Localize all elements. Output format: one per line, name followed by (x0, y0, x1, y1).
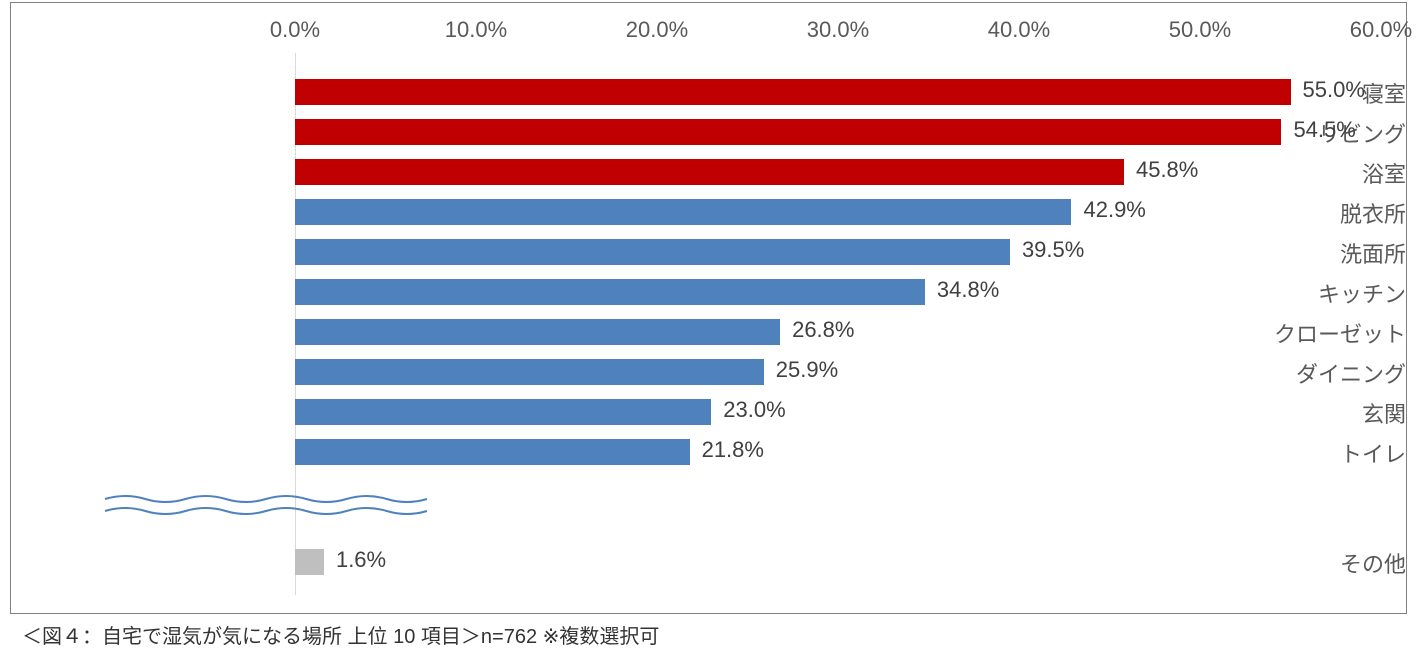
bar (295, 79, 1291, 105)
value-label: 45.8% (1136, 157, 1198, 183)
bar (295, 439, 690, 465)
axis-tick-label: 20.0% (626, 17, 688, 43)
value-label: 25.9% (776, 357, 838, 383)
axis-tick-label: 50.0% (1169, 17, 1231, 43)
bar (295, 359, 764, 385)
category-label: キッチン (1132, 277, 1406, 309)
value-label: 55.0% (1303, 77, 1365, 103)
value-label: 54.5% (1293, 117, 1355, 143)
bar (295, 319, 780, 345)
bar (295, 239, 1010, 265)
axis-tick-label: 0.0% (270, 17, 320, 43)
category-label-other: その他 (1132, 547, 1406, 579)
value-label: 21.8% (702, 437, 764, 463)
bar-other (295, 549, 324, 575)
bar (295, 159, 1124, 185)
axis-tick-label: 60.0% (1350, 17, 1412, 43)
axis-tick-label: 10.0% (445, 17, 507, 43)
value-label: 23.0% (723, 397, 785, 423)
value-label: 34.8% (937, 277, 999, 303)
value-label: 26.8% (792, 317, 854, 343)
category-label: ダイニング (1132, 357, 1406, 389)
category-label: 玄関 (1132, 397, 1406, 429)
category-label: クローゼット (1132, 317, 1406, 349)
value-label: 39.5% (1022, 237, 1084, 263)
category-label: 洗面所 (1132, 237, 1406, 269)
axis-tick-label: 30.0% (807, 17, 869, 43)
value-label-other: 1.6% (336, 547, 386, 573)
axis-tick-label: 40.0% (988, 17, 1050, 43)
category-label: 脱衣所 (1132, 197, 1406, 229)
category-label: トイレ (1132, 437, 1406, 469)
chart-container: 0.0%10.0%20.0%30.0%40.0%50.0%60.0%寝室55.0… (0, 0, 1417, 654)
chart-frame: 0.0%10.0%20.0%30.0%40.0%50.0%60.0%寝室55.0… (10, 2, 1407, 614)
chart-caption: ＜図４：自宅で湿気が気になる場所 上位 10 項目＞n=762 ※複数選択可 (22, 620, 659, 649)
bar (295, 199, 1071, 225)
bar (295, 119, 1281, 145)
bar (295, 399, 711, 425)
bar (295, 279, 925, 305)
value-label: 42.9% (1083, 197, 1145, 223)
